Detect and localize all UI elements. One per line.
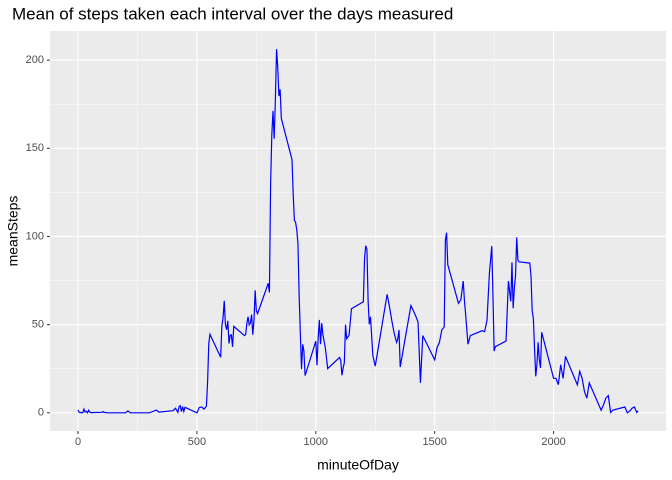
plot-panel (50, 31, 666, 431)
x-axis-label: minuteOfDay (317, 457, 399, 473)
y-axis-label: meanSteps (5, 196, 21, 267)
x-tick-label: 0 (75, 436, 81, 448)
y-tick-label: 200 (26, 54, 44, 66)
x-tick-label: 500 (188, 436, 206, 448)
x-tick-label: 1000 (304, 436, 328, 448)
y-tick-label: 50 (32, 319, 44, 331)
data-line (77, 49, 639, 415)
y-tick-label: 100 (26, 230, 44, 242)
x-tick-label: 1500 (422, 436, 446, 448)
y-tick-label: 150 (26, 142, 44, 154)
y-tick-label: 0 (38, 407, 44, 419)
x-tick-label: 2000 (541, 436, 565, 448)
chart-title: Mean of steps taken each interval over t… (12, 4, 453, 23)
